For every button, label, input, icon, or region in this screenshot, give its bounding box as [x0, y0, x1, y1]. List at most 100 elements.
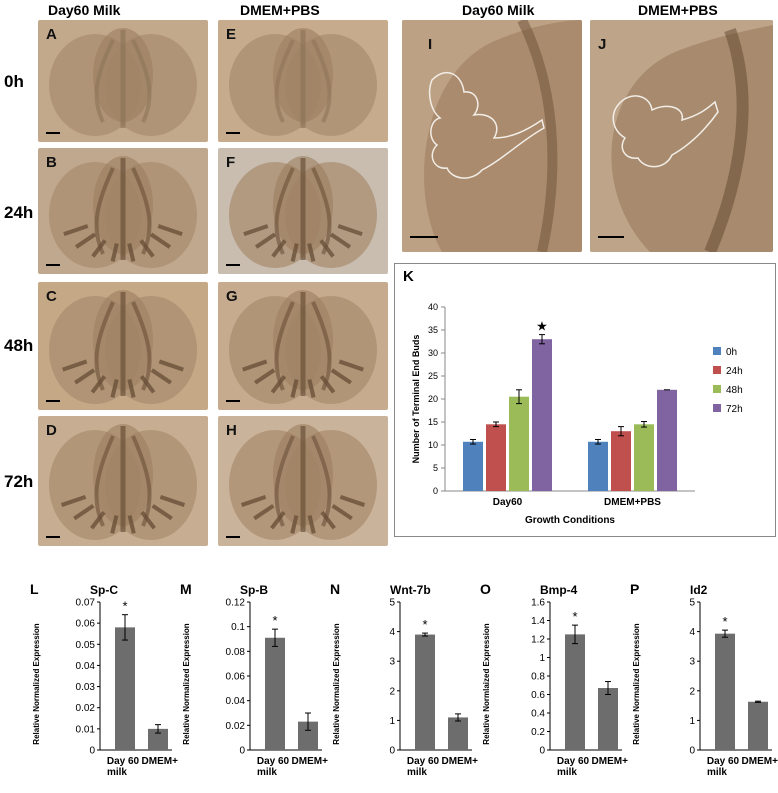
scale-bar: [46, 400, 60, 402]
x-tick-label: DMEM+PBS: [292, 756, 328, 767]
x-tick-label: Day 60: [257, 756, 290, 767]
y-tick-label: 3: [389, 657, 395, 668]
x-tick-label: milk: [407, 767, 427, 778]
chart-title: Bmp-4: [540, 583, 578, 597]
x-tick-label: DMEM+PBS: [142, 756, 178, 767]
micrograph-i-drawing: [402, 20, 582, 252]
bronchus-shape: [131, 39, 152, 123]
significance-star: *: [422, 617, 427, 632]
branch-shape: [150, 368, 172, 385]
micrograph-drawing: [229, 424, 377, 540]
branch-shape: [240, 494, 267, 507]
bar-day60-milk: [565, 634, 585, 750]
y-tick-label: 0.04: [226, 696, 246, 707]
scale-bar: [410, 236, 438, 238]
scale-bar: [46, 132, 60, 134]
chart-p: P Id2 0 1 2 3 4 5 Relative Normalized Expression…: [630, 568, 778, 788]
chart-n-svg: N Wnt-7b 0 1 2 3 4 5 Relative Normalized Express…: [330, 581, 499, 778]
panel-letter-e: E: [226, 26, 237, 43]
micrograph-c: C: [38, 282, 208, 410]
branch-shape: [243, 224, 269, 237]
bar-day60-milk: [715, 633, 735, 750]
panel-letter-p: P: [630, 581, 639, 597]
y-tick-label: 0.4: [531, 709, 545, 720]
branch-shape: [110, 515, 119, 534]
y-tick-label: 40: [428, 302, 438, 312]
branch-shape: [270, 375, 287, 394]
panel-letter-h: H: [226, 422, 237, 439]
y-tick-label: 0.03: [76, 682, 96, 693]
micrograph-drawing: [49, 156, 197, 268]
x-tick-label: Day 60: [707, 756, 740, 767]
chart-o-svg: O Bmp-4 0 0.2 0.4 0.6 0.8 1 1.2 1.4 1.6 Relative No…: [480, 581, 649, 778]
branch-shape: [127, 243, 136, 262]
micrograph-b: B: [38, 148, 208, 274]
chart-title: Wnt-7b: [390, 583, 431, 597]
y-tick-label: 1: [689, 716, 695, 727]
branch-shape: [91, 239, 107, 258]
y-tick-label: 0: [389, 746, 395, 757]
scale-bar: [226, 264, 240, 266]
bar-dmem-pbs: [598, 688, 618, 750]
legend-swatch-24h: [713, 366, 721, 374]
y-tick-label: 25: [428, 371, 438, 381]
bar-day60-milk: [265, 637, 285, 750]
branch-shape: [127, 515, 136, 534]
panel-letter-g: G: [226, 288, 238, 305]
panel-letter-k: K: [403, 268, 414, 285]
branch-shape: [63, 224, 89, 237]
y-tick-label: 1: [539, 653, 545, 664]
panel-letter-a: A: [46, 26, 57, 43]
branch-shape: [319, 239, 335, 258]
micrograph-j: J: [590, 20, 773, 252]
branch-shape: [110, 243, 119, 262]
branch-shape: [157, 224, 183, 237]
bar-dmem-pbs: [298, 721, 318, 750]
y-tick-label: 0: [433, 486, 438, 496]
branch-shape: [319, 375, 336, 394]
panel-letter-d: D: [46, 422, 57, 439]
branch-shape: [139, 375, 156, 394]
branch-shape: [140, 510, 156, 530]
branch-shape: [127, 379, 136, 398]
panel-letter-f: F: [226, 154, 236, 171]
x-tick-label: milk: [707, 767, 727, 778]
y-tick-label: 5: [689, 598, 695, 609]
micrograph-i: I: [402, 20, 582, 252]
branch-shape: [307, 379, 316, 398]
bar-48h-day60: [509, 396, 529, 491]
branch-shape: [254, 368, 276, 385]
bar-dmem-pbs: [148, 728, 168, 750]
y-tick-label: 10: [428, 440, 438, 450]
significance-star: ★: [536, 319, 548, 334]
scale-bar: [598, 236, 624, 238]
x-tick-label: DMEM+PBS: [442, 756, 478, 767]
significance-star: *: [722, 614, 727, 629]
branch-shape: [320, 510, 336, 530]
branch-shape: [339, 494, 366, 507]
y-tick-label: 0.2: [531, 727, 545, 738]
branch-shape: [90, 510, 106, 530]
chart-title: Id2: [690, 583, 708, 597]
bronchus-shape: [274, 39, 295, 123]
branch-shape: [329, 232, 351, 249]
y-tick-label: 35: [428, 325, 438, 335]
y-tick-label: 1.4: [531, 616, 545, 627]
chart-p-svg: P Id2 0 1 2 3 4 5 Relative Normalized Expression…: [630, 581, 778, 778]
panel-letter-l: L: [30, 581, 39, 597]
panel-letter-c: C: [46, 288, 57, 305]
y-tick-label: 0: [689, 746, 695, 757]
bronchus-shape: [311, 39, 332, 123]
column-title-day60: Day60 Milk: [48, 2, 121, 18]
y-tick-label: 20: [428, 394, 438, 404]
y-axis-label: Number of Terminal End Buds: [411, 335, 421, 464]
column-title-dmem: DMEM+PBS: [240, 2, 320, 18]
row-label-72h: 72h: [4, 472, 34, 491]
micrograph-drawing: [229, 290, 377, 404]
row-label-0h: 0h: [4, 72, 24, 91]
branch-shape: [159, 494, 186, 507]
y-tick-label: 0.12: [226, 598, 246, 609]
chart-k: 0 5 10 15 20 25 30 35 40 Number of Terminal End B…: [411, 302, 743, 526]
chart-l: L Sp-C 0 0.01 0.02 0.03 0.04 0.05 0.06 0.07 Relati…: [30, 568, 199, 788]
legend-label-48h: 48h: [726, 385, 743, 396]
